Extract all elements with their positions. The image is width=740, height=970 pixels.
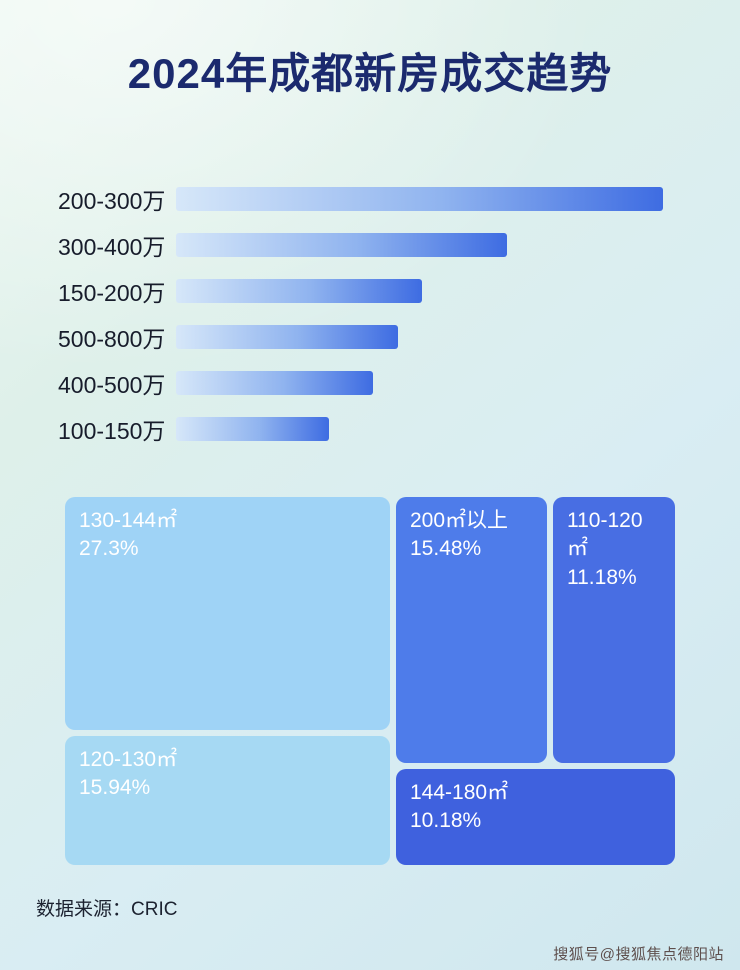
bar — [176, 232, 507, 257]
treemap-value: 15.94% — [79, 776, 151, 800]
bar-category-label: 500-800万 — [58, 325, 166, 352]
bar — [176, 324, 398, 349]
bar-row: 400-500万 — [58, 370, 663, 398]
bar — [176, 186, 663, 211]
treemap-block-144-180: 144-180㎡ 10.18% — [396, 769, 675, 865]
page-title: 2024年成都新房成交趋势 — [127, 50, 613, 97]
bar-row: 100-150万 — [58, 416, 663, 444]
treemap-block-120-130: 120-130㎡ 15.94% — [65, 736, 390, 865]
treemap-chart: 130-144㎡ 27.3% 120-130㎡ 15.94% 200㎡以上 15… — [65, 497, 675, 865]
treemap-label: 120-130㎡ — [79, 748, 178, 771]
treemap-block-130-144: 130-144㎡ 27.3% — [65, 497, 390, 730]
bar-row: 300-400万 — [58, 232, 663, 260]
bar — [176, 278, 422, 303]
treemap-value: 27.3% — [79, 537, 139, 561]
treemap-label: 110-120㎡ — [567, 509, 643, 561]
bar-row: 500-800万 — [58, 324, 663, 352]
treemap-value: 10.18% — [410, 809, 482, 833]
treemap-block-200-plus: 200㎡以上 15.48% — [396, 497, 547, 763]
bar — [176, 370, 373, 395]
treemap-label: 130-144㎡ — [79, 509, 178, 532]
bar-category-label: 200-300万 — [58, 187, 166, 214]
treemap-label: 144-180㎡ — [410, 781, 509, 804]
treemap-label: 200㎡以上 — [410, 509, 509, 532]
bar-category-label: 300-400万 — [58, 233, 166, 260]
bar-row: 150-200万 — [58, 278, 663, 306]
watermark: 搜狐号@搜狐焦点德阳站 — [553, 946, 724, 963]
bar-category-label: 150-200万 — [58, 279, 166, 306]
data-source-label: 数据来源：CRIC — [36, 899, 178, 920]
bar-row: 200-300万 — [58, 186, 663, 214]
treemap-value: 11.18% — [567, 565, 637, 589]
treemap-value: 15.48% — [410, 537, 482, 561]
treemap-block-110-120: 110-120㎡ 11.18% — [553, 497, 675, 763]
bar-category-label: 100-150万 — [58, 417, 166, 444]
bar-category-label: 400-500万 — [58, 371, 166, 398]
bar — [176, 416, 329, 441]
bar-chart: 200-300万 300-400万 150-200万 500-800万 400-500万… — [58, 186, 663, 462]
